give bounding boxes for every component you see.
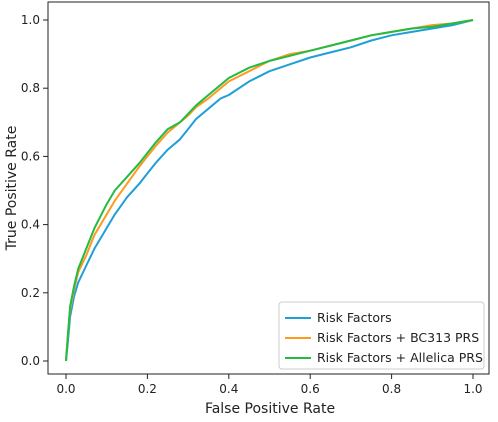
x-tick-label: 0.8 xyxy=(382,382,401,396)
y-axis-title: True Positive Rate xyxy=(4,126,20,252)
x-tick-label: 0.4 xyxy=(219,382,238,396)
x-tick-label: 0.2 xyxy=(138,382,157,396)
y-tick-label: 0.6 xyxy=(21,149,40,163)
legend-label-allelica: Risk Factors + Allelica PRS xyxy=(317,350,483,365)
series-lines xyxy=(65,19,474,362)
x-axis-ticks: 0.0 0.2 0.4 0.6 0.8 1.0 xyxy=(56,374,483,396)
y-axis-ticks: 0.0 0.2 0.4 0.6 0.8 1.0 xyxy=(21,13,48,368)
series-line-risk-factors xyxy=(65,19,474,362)
series-line-allelica-prs xyxy=(65,19,474,362)
x-tick-label: 0.6 xyxy=(301,382,320,396)
y-tick-label: 0.8 xyxy=(21,81,40,95)
y-tick-label: 1.0 xyxy=(21,13,40,27)
x-tick-label: 1.0 xyxy=(463,382,482,396)
y-tick-label: 0.2 xyxy=(21,286,40,300)
legend: Risk Factors Risk Factors + BC313 PRS Ri… xyxy=(278,301,485,370)
legend-label-risk-factors: Risk Factors xyxy=(317,310,392,325)
legend-box xyxy=(278,301,485,370)
x-axis-title: False Positive Rate xyxy=(205,401,335,417)
legend-label-bc313: Risk Factors + BC313 PRS xyxy=(317,330,479,345)
y-tick-label: 0.4 xyxy=(21,218,40,232)
x-tick-label: 0.0 xyxy=(56,382,75,396)
y-tick-label: 0.0 xyxy=(21,354,40,368)
